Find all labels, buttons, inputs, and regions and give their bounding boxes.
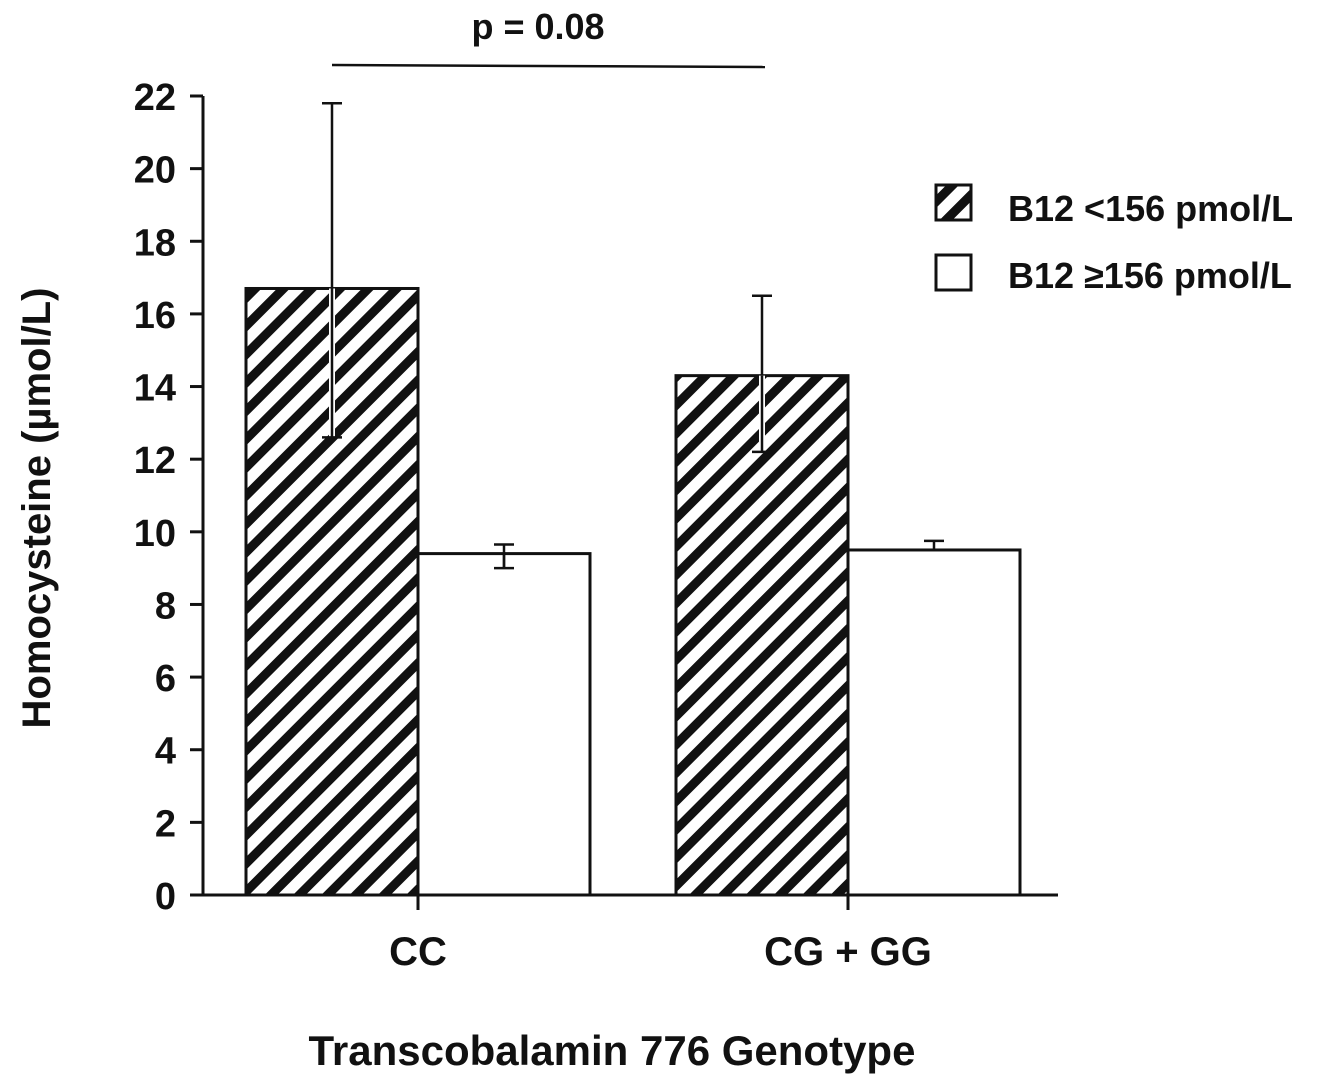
y-tick-label: 6 xyxy=(155,658,176,700)
legend-label-0: B12 <156 pmol/L xyxy=(1008,188,1293,229)
x-axis: CC CG + GG xyxy=(203,893,1058,974)
significance-annotation: p = 0.08 xyxy=(331,6,766,69)
x-axis-label: Transcobalamin 776 Genotype xyxy=(309,1027,916,1074)
y-tick-label: 0 xyxy=(155,876,176,918)
y-axis-label: Homocysteine (µmol/L) xyxy=(15,288,59,729)
y-tick-label: 16 xyxy=(134,295,176,337)
legend-swatch-white xyxy=(934,253,973,292)
significance-bracket xyxy=(331,63,766,69)
p-value-label: p = 0.08 xyxy=(471,6,604,47)
y-tick-label: 4 xyxy=(155,731,176,773)
bar-series1-1 xyxy=(846,548,1022,897)
y-tick-label: 12 xyxy=(134,440,176,482)
bar-series1-0 xyxy=(416,552,592,897)
y-axis: 0 2 4 6 8 10 12 14 16 18 20 22 xyxy=(134,77,205,918)
legend-item-0: B12 <156 pmol/L xyxy=(934,183,1293,229)
y-tick-label: 2 xyxy=(155,803,176,845)
y-tick-label: 20 xyxy=(134,150,176,192)
legend-item-1: B12 ≥156 pmol/L xyxy=(934,253,1292,296)
y-tick-label: 10 xyxy=(134,513,176,555)
legend-label-1: B12 ≥156 pmol/L xyxy=(1008,255,1292,296)
y-tick-label: 14 xyxy=(134,368,176,410)
x-tick-label: CG + GG xyxy=(764,930,932,974)
bar-series0-1 xyxy=(674,374,850,897)
y-tick-label: 8 xyxy=(155,585,176,627)
legend-swatch-hatched xyxy=(934,183,973,222)
y-tick-label: 22 xyxy=(134,77,176,119)
x-tick-label: CC xyxy=(389,930,447,974)
y-tick-label: 18 xyxy=(134,222,176,264)
legend: B12 <156 pmol/L B12 ≥156 pmol/L xyxy=(934,183,1293,296)
